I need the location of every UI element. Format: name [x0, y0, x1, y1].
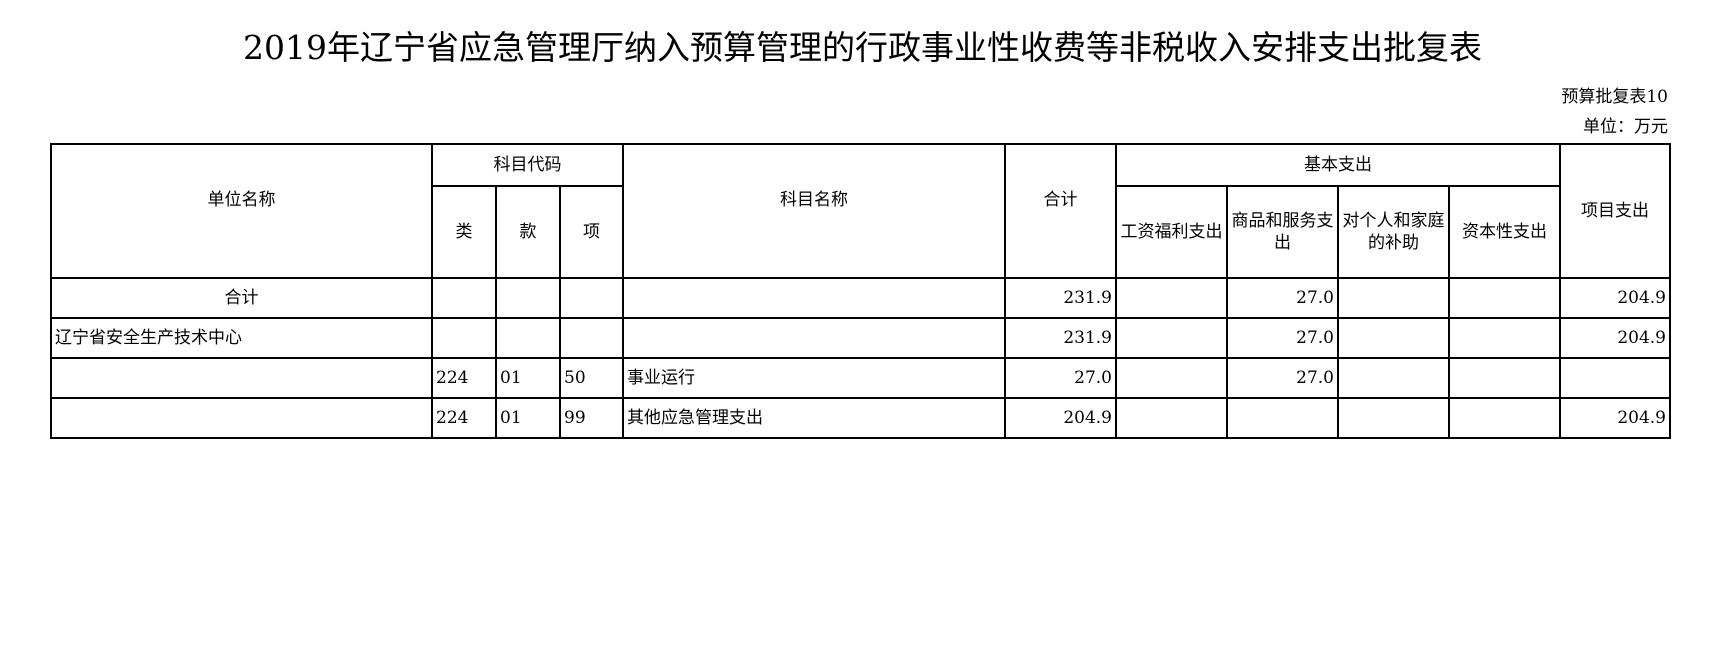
cell-subsidy — [1337, 397, 1450, 439]
header-wages: 工资福利支出 — [1115, 185, 1228, 279]
header-goods: 商品和服务支出 — [1226, 185, 1339, 279]
cell-total: 231.9 — [1004, 277, 1117, 319]
cell-name: 事业运行 — [622, 357, 1006, 399]
header-subject-code: 科目代码 — [431, 143, 624, 187]
header-subsidy: 对个人和家庭的补助 — [1337, 185, 1450, 279]
unit-label: 单位：万元 — [1583, 117, 1668, 137]
cell-wages — [1115, 357, 1228, 399]
cell-subsidy — [1337, 277, 1450, 319]
cell-subsidy — [1337, 357, 1450, 399]
cell-capital — [1448, 357, 1561, 399]
cell-total: 27.0 — [1004, 357, 1117, 399]
cell-kuan — [495, 317, 561, 359]
cell-project — [1559, 357, 1671, 399]
cell-lei: 224 — [431, 397, 497, 439]
header-basic: 基本支出 — [1115, 143, 1561, 187]
cell-capital — [1448, 317, 1561, 359]
cell-unit — [50, 357, 433, 399]
header-xiang: 项 — [559, 185, 624, 279]
cell-xiang — [559, 317, 624, 359]
cell-goods: 27.0 — [1226, 317, 1339, 359]
cell-xiang: 99 — [559, 397, 624, 439]
budget-table: 单位名称 科目代码 科目名称 合计 基本支出 项目支出 类 款 项 工资福利支出… — [50, 143, 1671, 439]
header-project: 项目支出 — [1559, 143, 1671, 279]
table-number: 预算批复表10 — [1561, 87, 1668, 107]
cell-name — [622, 317, 1006, 359]
header-total: 合计 — [1004, 143, 1117, 279]
cell-total: 204.9 — [1004, 397, 1117, 439]
cell-kuan — [495, 277, 561, 319]
cell-capital — [1448, 397, 1561, 439]
header-kuan: 款 — [495, 185, 561, 279]
cell-goods: 27.0 — [1226, 277, 1339, 319]
cell-wages — [1115, 397, 1228, 439]
cell-unit: 辽宁省安全生产技术中心 — [50, 317, 433, 359]
cell-project: 204.9 — [1559, 317, 1671, 359]
cell-lei — [431, 277, 497, 319]
cell-wages — [1115, 317, 1228, 359]
cell-lei — [431, 317, 497, 359]
header-unit-name: 单位名称 — [50, 143, 433, 279]
table-row: 224 01 50 事业运行 27.0 27.0 — [50, 357, 1671, 399]
header-capital: 资本性支出 — [1448, 185, 1561, 279]
page-title: 2019年辽宁省应急管理厅纳入预算管理的行政事业性收费等非税收入安排支出批复表 — [243, 28, 1482, 67]
cell-goods: 27.0 — [1226, 357, 1339, 399]
table-row: 辽宁省安全生产技术中心 231.9 27.0 204.9 — [50, 317, 1671, 359]
cell-unit: 合计 — [50, 277, 433, 319]
cell-total: 231.9 — [1004, 317, 1117, 359]
cell-wages — [1115, 277, 1228, 319]
cell-name — [622, 277, 1006, 319]
cell-project: 204.9 — [1559, 397, 1671, 439]
header-lei: 类 — [431, 185, 497, 279]
cell-goods — [1226, 397, 1339, 439]
header-subject-name: 科目名称 — [622, 143, 1006, 279]
cell-capital — [1448, 277, 1561, 319]
cell-xiang — [559, 277, 624, 319]
cell-name: 其他应急管理支出 — [622, 397, 1006, 439]
cell-lei: 224 — [431, 357, 497, 399]
table-row: 224 01 99 其他应急管理支出 204.9 204.9 — [50, 397, 1671, 439]
cell-project: 204.9 — [1559, 277, 1671, 319]
cell-xiang: 50 — [559, 357, 624, 399]
cell-kuan: 01 — [495, 357, 561, 399]
table-row: 合计 231.9 27.0 204.9 — [50, 277, 1671, 319]
cell-kuan: 01 — [495, 397, 561, 439]
cell-subsidy — [1337, 317, 1450, 359]
cell-unit — [50, 397, 433, 439]
